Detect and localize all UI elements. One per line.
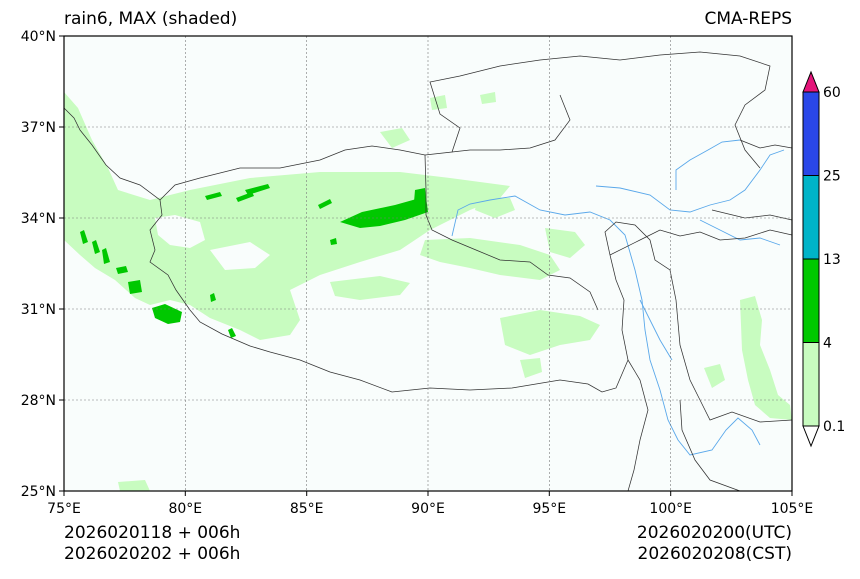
lat-tick-label: 34°N [21, 211, 56, 227]
light-rain-areas [64, 92, 792, 491]
moderate-rain-areas [80, 184, 428, 338]
init-time-cst: 2026020202 + 006h [64, 544, 241, 564]
rivers [451, 139, 785, 456]
lon-tick-label: 95°E [532, 501, 566, 517]
lat-tick-labels: 40°N 37°N 34°N 31°N 28°N 25°N [21, 29, 56, 500]
colorbar-over-arrow [802, 70, 820, 93]
colorbar-label: 25 [823, 169, 841, 185]
colorbar-segment-moderate [802, 258, 820, 343]
colorbar-under-arrow [802, 425, 820, 448]
colorbar-label: 4 [823, 336, 832, 352]
valid-time-cst: 2026020208(CST) [637, 544, 792, 564]
valid-time-utc: 2026020200(UTC) [636, 523, 792, 543]
colorbar [802, 70, 820, 448]
model-name: CMA-REPS [704, 9, 792, 29]
colorbar-label: 0.1 [823, 419, 845, 435]
map-title: rain6, MAX (shaded) [64, 9, 238, 29]
lon-tick-label: 100°E [649, 501, 692, 517]
lon-tick-label: 80°E [168, 501, 202, 517]
init-time-utc: 2026020118 + 006h [64, 523, 241, 543]
gridlines [64, 36, 792, 491]
lat-tick-label: 31°N [21, 302, 56, 318]
colorbar-labels: 60 25 13 4 0.1 [823, 85, 845, 435]
lon-tick-labels: 75°E 80°E 85°E 90°E 95°E 100°E 105°E [47, 501, 813, 517]
lon-tick-label: 75°E [47, 501, 81, 517]
lon-tick-label: 105°E [771, 501, 814, 517]
lat-tick-label: 25°N [21, 484, 56, 500]
tick-marks [59, 35, 793, 496]
colorbar-label: 60 [823, 85, 841, 101]
borders [63, 51, 793, 492]
lat-tick-label: 28°N [21, 393, 56, 409]
colorbar-segment-light [802, 342, 820, 427]
colorbar-segment-heavy [802, 175, 820, 260]
lon-tick-label: 85°E [290, 501, 324, 517]
colorbar-segment-storm [802, 91, 820, 176]
lat-tick-label: 37°N [21, 120, 56, 136]
lon-tick-label: 90°E [411, 501, 445, 517]
colorbar-label: 13 [823, 252, 841, 268]
lat-tick-label: 40°N [21, 29, 56, 45]
